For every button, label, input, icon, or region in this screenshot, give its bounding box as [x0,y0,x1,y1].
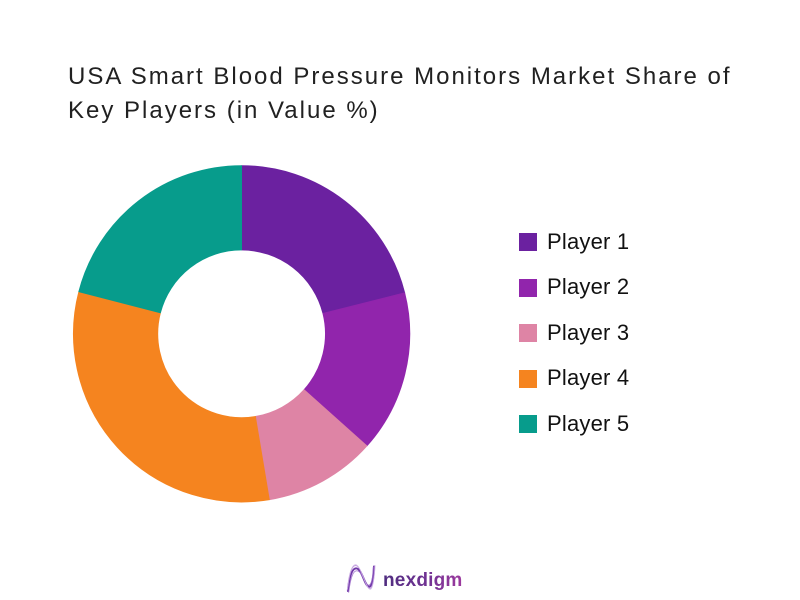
svg-text:nexdigm: nexdigm [383,570,463,591]
